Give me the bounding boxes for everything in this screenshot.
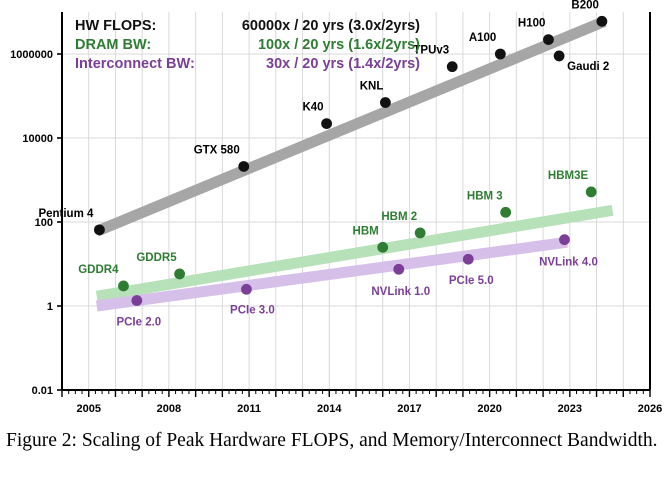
datapoint-pentium-4[interactable] bbox=[94, 224, 105, 236]
x-tick-label-2008: 2008 bbox=[157, 403, 181, 415]
datapoint-pcie-2-0[interactable] bbox=[131, 295, 143, 306]
y-tick-label-1: 1 bbox=[47, 301, 53, 313]
datapoint-label-pcie-5-0: PCIe 5.0 bbox=[449, 275, 494, 287]
datapoint-k40[interactable] bbox=[321, 118, 332, 130]
datapoint-b200[interactable] bbox=[596, 15, 608, 27]
datapoint-hbm[interactable] bbox=[377, 241, 389, 253]
figure-caption-text: Figure 2: Scaling of Peak Hardware FLOPS… bbox=[6, 430, 658, 451]
legend-value-dram: 100x / 20 yrs (1.6x/2yrs) bbox=[258, 37, 420, 53]
datapoint-label-k40: K40 bbox=[302, 102, 323, 114]
y-tick-label-100: 100 bbox=[35, 217, 53, 229]
datapoint-tpuv3[interactable] bbox=[446, 61, 458, 73]
datapoint-label-hbm-2: HBM 2 bbox=[381, 211, 417, 223]
series-band-hw-flops bbox=[94, 16, 607, 237]
datapoint-label-pcie-3-0: PCIe 3.0 bbox=[230, 304, 275, 316]
y-tick-label-1000000: 1000000 bbox=[10, 49, 53, 61]
scaling-scatter-chart: Pentium 4 GTX 580 K40 KNL TPUv3 A100 H100 Gaudi… bbox=[10, 0, 662, 415]
x-tick-label-2011: 2011 bbox=[237, 403, 261, 415]
datapoint-gddr4[interactable] bbox=[118, 280, 129, 292]
datapoint-label-nvlink-1-0: NVLink 1.0 bbox=[371, 286, 430, 298]
datapoint-label-hbm: HBM bbox=[353, 225, 379, 237]
chart-area: Pentium 4 GTX 580 K40 KNL TPUv3 A100 H100 Gaudi… bbox=[10, 0, 662, 415]
legend-key-interconnect: Interconnect BW: bbox=[75, 56, 195, 72]
datapoint-label-nvlink-4-0: NVLink 4.0 bbox=[539, 257, 598, 269]
datapoint-label-gddr4: GDDR4 bbox=[78, 264, 119, 276]
series-band-interconnect-bw bbox=[96, 236, 568, 312]
datapoint-gtx-580[interactable] bbox=[238, 161, 250, 172]
datapoint-gaudi-2[interactable] bbox=[553, 50, 565, 62]
datapoint-knl[interactable] bbox=[380, 97, 391, 108]
datapoint-label-pcie-2-0: PCIe 2.0 bbox=[116, 317, 161, 329]
datapoint-label-gtx-580: GTX 580 bbox=[194, 144, 240, 156]
datapoint-nvlink-4-0[interactable] bbox=[559, 234, 570, 246]
datapoint-label-hbm-3: HBM 3 bbox=[467, 190, 503, 202]
datapoint-hbm-2[interactable] bbox=[414, 227, 426, 239]
datapoint-label-a100: A100 bbox=[469, 32, 497, 44]
legend-key-flops: HW FLOPS: bbox=[75, 18, 156, 34]
datapoint-h100[interactable] bbox=[543, 34, 554, 46]
trend-band bbox=[94, 16, 607, 237]
trend-band bbox=[95, 204, 614, 302]
datapoint-label-h100: H100 bbox=[518, 18, 546, 30]
y-tick-label-0.01: 0.01 bbox=[32, 385, 53, 397]
datapoint-label-gaudi-2: Gaudi 2 bbox=[567, 61, 609, 73]
x-tick-label-2017: 2017 bbox=[397, 403, 421, 415]
datapoint-nvlink-1-0[interactable] bbox=[393, 263, 405, 275]
x-tick-label-2005: 2005 bbox=[76, 403, 100, 415]
datapoint-a100[interactable] bbox=[494, 48, 506, 60]
series-band-dram-bw bbox=[95, 204, 614, 302]
legend-key-dram: DRAM BW: bbox=[75, 37, 151, 53]
x-tick-label-2023: 2023 bbox=[558, 403, 582, 415]
datapoint-label-knl: KNL bbox=[360, 81, 384, 93]
y-tick-label-10000: 10000 bbox=[22, 133, 53, 145]
legend-value-flops: 60000x / 20 yrs (3.0x/2yrs) bbox=[242, 18, 420, 34]
datapoint-label-pentium-4: Pentium 4 bbox=[38, 208, 94, 220]
datapoint-label-b200: B200 bbox=[571, 0, 599, 11]
datapoint-label-gddr5: GDDR5 bbox=[136, 252, 177, 264]
figure-caption: Figure 2: Scaling of Peak Hardware FLOPS… bbox=[6, 428, 664, 454]
datapoint-label-hbm3e: HBM3E bbox=[548, 170, 589, 182]
x-tick-label-2020: 2020 bbox=[477, 403, 501, 415]
trend-band bbox=[96, 236, 568, 312]
datapoint-hbm3e[interactable] bbox=[585, 186, 597, 198]
datapoint-pcie-5-0[interactable] bbox=[462, 253, 474, 265]
datapoint-gddr5[interactable] bbox=[174, 268, 186, 280]
datapoint-label-tpuv3: TPUv3 bbox=[413, 45, 449, 57]
x-tick-label-2014: 2014 bbox=[317, 403, 342, 415]
datapoint-pcie-3-0[interactable] bbox=[241, 283, 252, 295]
legend-value-interconnect: 30x / 20 yrs (1.4x/2yrs) bbox=[266, 56, 420, 72]
x-tick-label-2026: 2026 bbox=[638, 403, 662, 415]
datapoint-hbm-3[interactable] bbox=[500, 206, 512, 218]
